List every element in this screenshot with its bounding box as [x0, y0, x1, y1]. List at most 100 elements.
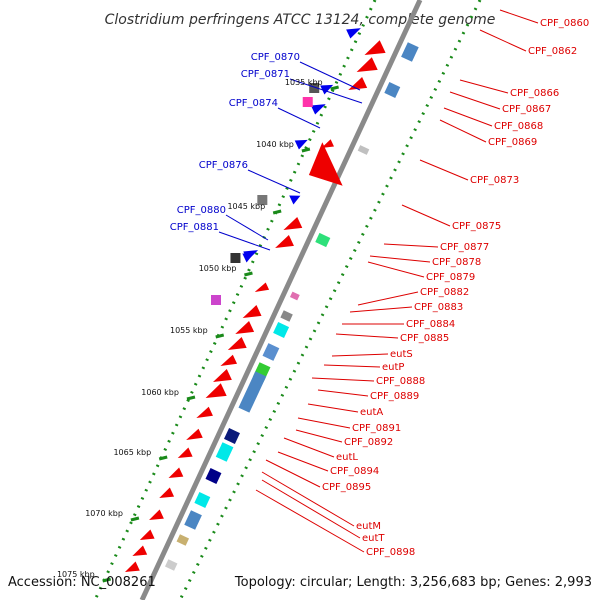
forward-gene-block[interactable]	[309, 83, 320, 93]
gene-block[interactable]	[280, 310, 293, 322]
gene-label[interactable]: CPF_0867	[502, 104, 551, 115]
gene-block[interactable]	[224, 428, 240, 444]
label-connectors	[218, 9, 539, 553]
gene-block[interactable]	[273, 322, 290, 338]
forward-gene[interactable]	[320, 80, 335, 95]
gene-block[interactable]	[176, 534, 190, 546]
gene-block[interactable]	[238, 371, 267, 413]
forward-gene-block[interactable]	[230, 253, 241, 263]
gene-block[interactable]	[184, 510, 202, 530]
gene-label[interactable]: CPF_0892	[344, 437, 393, 448]
gene-block[interactable]	[164, 559, 178, 571]
forward-gene[interactable]	[310, 100, 328, 115]
gene-labels: CPF_0870 CPF_0871 CPF_0874 CPF_0876 CPF_0880…	[170, 18, 589, 558]
connector-line	[323, 364, 381, 368]
forward-gene[interactable]	[289, 191, 302, 205]
gene-label[interactable]: eutA	[360, 407, 383, 418]
forward-gene-block[interactable]	[302, 97, 313, 107]
gene-label[interactable]: eutS	[390, 349, 413, 360]
reverse-gene[interactable]	[138, 529, 155, 545]
gene-label[interactable]: CPF_0871	[241, 69, 290, 80]
gene-label[interactable]: CPF_0874	[229, 98, 278, 109]
reverse-gene[interactable]	[147, 509, 164, 525]
gene-label[interactable]: eutM	[356, 521, 381, 532]
reverse-gene[interactable]	[299, 142, 343, 196]
reverse-gene[interactable]	[233, 320, 255, 339]
gene-block[interactable]	[205, 468, 222, 484]
gene-label[interactable]: eutL	[336, 452, 358, 463]
gene-label[interactable]: CPF_0884	[406, 319, 455, 330]
gene-label[interactable]: CPF_0888	[376, 376, 425, 387]
gene-label[interactable]: CPF_0878	[432, 257, 481, 268]
gene-label[interactable]: CPF_0880	[177, 205, 226, 216]
reverse-gene[interactable]	[203, 383, 227, 404]
gene-label[interactable]: CPF_0877	[440, 242, 489, 253]
reverse-gene[interactable]	[184, 428, 203, 445]
gene-label[interactable]: CPF_0879	[426, 272, 475, 283]
reverse-gene[interactable]	[354, 57, 378, 78]
reverse-gene[interactable]	[253, 282, 270, 295]
gene-label[interactable]: CPF_0870	[251, 52, 300, 63]
connector-line	[335, 333, 399, 339]
gene-label[interactable]: CPF_0873	[470, 175, 519, 186]
gene-label[interactable]: CPF_0881	[170, 222, 219, 233]
gene-block[interactable]	[357, 145, 370, 155]
gene-block[interactable]	[194, 492, 211, 508]
reverse-gene[interactable]	[130, 545, 148, 561]
reverse-gene[interactable]	[123, 561, 140, 577]
connector-line	[261, 471, 355, 527]
gene-label[interactable]: CPF_0895	[322, 482, 371, 493]
reverse-gene[interactable]	[362, 40, 386, 61]
tick-label: 1045 kbp	[227, 202, 265, 211]
gene-block[interactable]	[262, 343, 280, 361]
forward-gene-block[interactable]	[211, 295, 221, 305]
reverse-gene[interactable]	[346, 76, 368, 95]
gene-block[interactable]	[401, 42, 419, 62]
reverse-gene[interactable]	[157, 487, 175, 503]
gene-label[interactable]: CPF_0889	[370, 391, 419, 402]
reverse-gene[interactable]	[225, 336, 247, 355]
gene-label[interactable]: CPF_0883	[414, 302, 463, 313]
gene-label[interactable]: eutP	[382, 362, 404, 373]
gene-label[interactable]: CPF_0869	[488, 137, 537, 148]
gene-label[interactable]: eutT	[362, 533, 385, 544]
reverse-gene[interactable]	[320, 139, 334, 151]
connector-line	[247, 169, 301, 194]
gene-label[interactable]: CPF_0898	[366, 547, 415, 558]
reverse-gene[interactable]	[166, 467, 184, 483]
reverse-gene[interactable]	[194, 406, 213, 423]
topology-text: Topology: circular; Length: 3,256,683 bp…	[234, 575, 592, 590]
connector-line	[317, 389, 369, 397]
tick-mark	[158, 455, 168, 461]
gene-block[interactable]	[289, 291, 300, 301]
connector-line	[265, 459, 321, 488]
connector-line	[311, 377, 375, 382]
gene-label[interactable]: CPF_0860	[540, 18, 589, 29]
gene-label[interactable]: CPF_0876	[199, 160, 248, 171]
gene-label[interactable]: CPF_0891	[352, 423, 401, 434]
tick-mark	[215, 333, 225, 339]
reverse-gene[interactable]	[281, 216, 303, 235]
forward-gene-block[interactable]	[257, 195, 268, 205]
reverse-gene[interactable]	[210, 368, 232, 387]
gene-label[interactable]: CPF_0862	[528, 46, 577, 57]
forward-gene[interactable]	[294, 135, 310, 150]
reverse-gene[interactable]	[273, 234, 294, 253]
connector-line	[218, 231, 271, 251]
forward-gene[interactable]	[242, 249, 255, 263]
reverse-gene[interactable]	[218, 354, 238, 371]
reverse-gene[interactable]	[240, 304, 262, 323]
connector-line	[261, 479, 361, 539]
gene-block[interactable]	[315, 232, 331, 248]
gene-block[interactable]	[384, 82, 401, 98]
gene-block[interactable]	[215, 442, 234, 462]
tick-mark	[301, 147, 311, 153]
gene-label[interactable]: CPF_0885	[400, 333, 449, 344]
gene-label[interactable]: CPF_0875	[452, 221, 501, 232]
forward-gene[interactable]	[346, 24, 363, 39]
gene-label[interactable]: CPF_0866	[510, 88, 559, 99]
gene-label[interactable]: CPF_0894	[330, 466, 379, 477]
reverse-gene[interactable]	[176, 447, 193, 463]
gene-label[interactable]: CPF_0882	[420, 287, 469, 298]
gene-label[interactable]: CPF_0868	[494, 121, 543, 132]
